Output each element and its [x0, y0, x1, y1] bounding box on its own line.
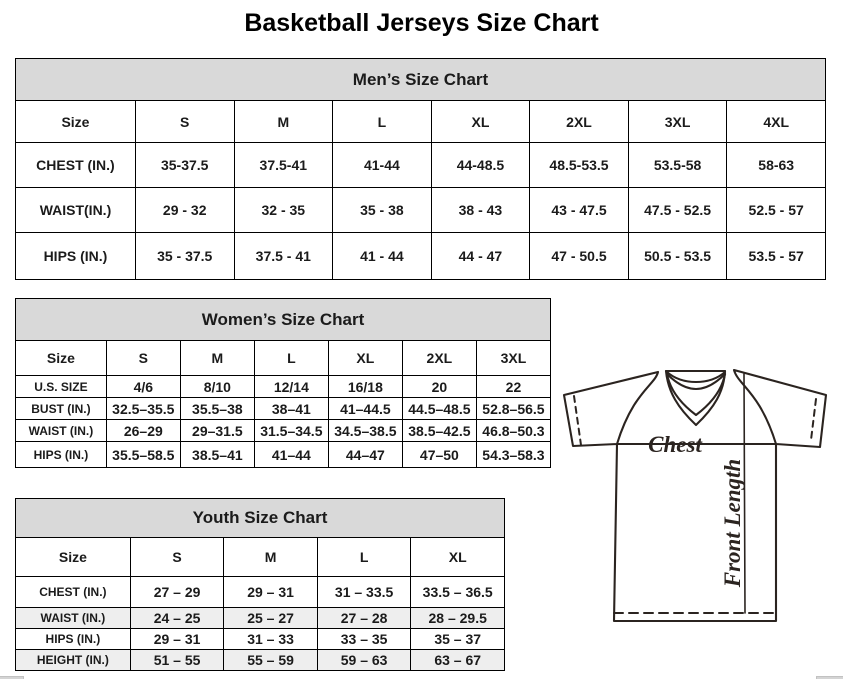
svg-text:Chest: Chest — [648, 432, 702, 457]
svg-text:Front Length: Front Length — [720, 459, 745, 588]
